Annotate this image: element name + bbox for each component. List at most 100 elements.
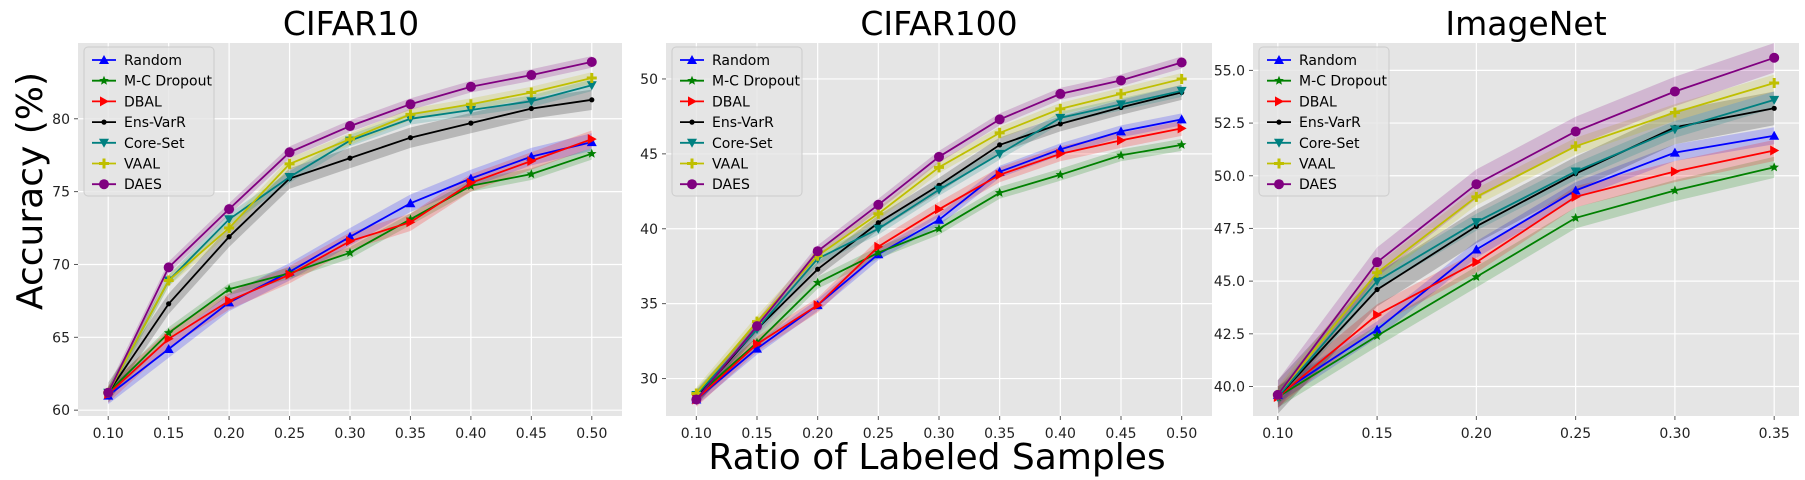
data-point-core-set (465, 106, 476, 116)
data-point-dbal (995, 169, 1005, 180)
data-point-core-set (1055, 113, 1066, 123)
data-point-dbal (587, 134, 597, 145)
x-tick-label: 0.35 (395, 426, 426, 442)
data-point-m-c-dropout (1769, 162, 1779, 172)
y-tick-label: 45.0 (1214, 274, 1245, 290)
data-point-daes (1176, 57, 1187, 68)
legend-label-ens-varr: Ens-VarR (712, 115, 774, 131)
x-axis-label: Ratio of Labeled Samples (708, 437, 1165, 478)
data-point-daes (405, 99, 416, 110)
legend-label-random: Random (712, 53, 770, 69)
y-tick-label: 30 (640, 372, 658, 388)
confidence-band-m-c-dropout (108, 147, 592, 399)
data-point-daes (1471, 179, 1482, 190)
data-point-dbal (1117, 135, 1126, 146)
data-point-core-set (1769, 95, 1780, 105)
data-point-ens-varr (407, 135, 414, 141)
x-tick-label: 0.15 (153, 426, 184, 442)
legend-marker-ens-varr (1276, 119, 1282, 125)
data-point-random (752, 343, 762, 353)
confidence-band-dbal (108, 130, 592, 403)
legend-label-core-set: Core-Set (124, 136, 185, 152)
data-point-m-c-dropout (812, 277, 823, 287)
y-tick-label: 40.0 (1214, 379, 1245, 395)
x-tick-label: 0.20 (1461, 426, 1492, 442)
data-point-dbal (1056, 148, 1066, 159)
data-point-core-set (1669, 125, 1680, 135)
legend-label-vaal: VAAL (712, 157, 748, 173)
data-point-daes (1372, 257, 1383, 268)
data-point-random (1570, 185, 1581, 195)
legend-marker-daes (687, 179, 697, 190)
legend-marker-daes (99, 179, 109, 190)
x-tick-label: 0.10 (681, 426, 712, 442)
data-point-dbal (1670, 166, 1680, 177)
x-tick-label: 0.10 (93, 426, 124, 442)
x-tick-label: 0.45 (1105, 426, 1136, 442)
data-point-core-set (994, 149, 1005, 159)
data-point-core-set (1116, 100, 1126, 110)
x-tick-label: 0.35 (1759, 426, 1790, 442)
data-point-daes (1116, 75, 1126, 86)
data-point-dbal (1770, 145, 1780, 156)
data-point-core-set (1570, 167, 1581, 177)
data-point-ens-varr (468, 120, 474, 126)
legend-marker-vaal (687, 158, 697, 169)
legend-marker-m-c-dropout (1274, 75, 1284, 85)
data-point-vaal (1055, 103, 1066, 114)
x-tick-label: 0.25 (863, 426, 894, 442)
legend-label-dbal: DBAL (1299, 94, 1337, 110)
data-point-dbal (1177, 123, 1187, 134)
data-point-daes (1055, 88, 1066, 99)
legend-marker-random (99, 55, 109, 64)
data-point-ens-varr (815, 266, 821, 272)
legend-label-dbal: DBAL (712, 94, 750, 110)
y-tick-label: 65 (52, 330, 70, 346)
legend-marker-core-set (687, 138, 697, 148)
y-axis-label: Accuracy (%) (10, 72, 51, 310)
data-point-vaal (1372, 267, 1383, 278)
legend-marker-random (1274, 55, 1284, 64)
data-point-dbal (346, 236, 355, 247)
legend-label-daes: DAES (124, 177, 162, 193)
data-point-daes (103, 387, 114, 398)
data-point-daes (526, 70, 537, 81)
data-point-vaal (1570, 141, 1581, 152)
series-daes (691, 57, 1187, 405)
data-point-daes (586, 56, 597, 67)
data-point-random (405, 198, 416, 208)
data-point-ens-varr (1057, 121, 1063, 127)
x-tick-label: 0.20 (214, 426, 245, 442)
x-tick-label: 0.15 (1362, 426, 1393, 442)
x-tick-label: 0.35 (984, 426, 1015, 442)
data-point-m-c-dropout (587, 148, 597, 158)
y-tick-label: 50.0 (1214, 169, 1245, 185)
legend: Random M-C Dropout DBAL Ens-VarR Core-Set VAA… (83, 46, 215, 197)
legend-marker-random (687, 55, 697, 64)
legend-marker-m-c-dropout (687, 75, 697, 85)
data-point-random (1116, 126, 1126, 136)
data-point-vaal (224, 223, 235, 234)
legend-label-random: Random (1299, 53, 1357, 69)
data-point-random (1372, 324, 1383, 334)
x-tick-label: 0.25 (1560, 426, 1591, 442)
data-point-vaal (526, 87, 537, 98)
data-point-core-set (1372, 277, 1383, 287)
data-point-daes (1769, 52, 1780, 63)
data-point-m-c-dropout (873, 247, 884, 257)
y-tick-label: 55.0 (1214, 63, 1245, 79)
series-vaal (103, 72, 597, 398)
legend-label-m-c-dropout: M-C Dropout (124, 74, 212, 90)
data-point-core-set (873, 224, 884, 234)
confidence-band-core-set (1277, 91, 1775, 406)
data-point-dbal (874, 241, 884, 252)
data-point-m-c-dropout (345, 247, 355, 257)
legend-box (83, 46, 215, 197)
data-point-vaal (1176, 73, 1187, 84)
series-line-dbal (1277, 149, 1775, 398)
data-point-vaal (1471, 191, 1482, 202)
data-point-random (1669, 147, 1680, 157)
y-tick-label: 60 (52, 403, 70, 419)
data-point-daes (994, 114, 1005, 125)
data-point-dbal (753, 339, 762, 350)
